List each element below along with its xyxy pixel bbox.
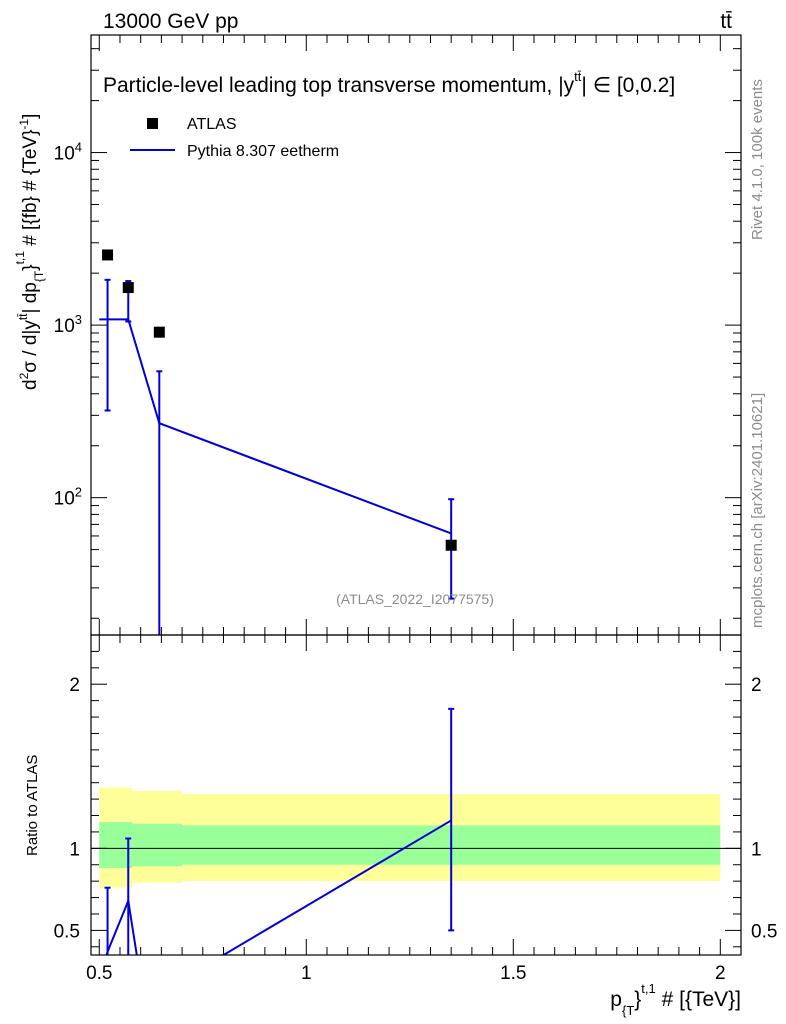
ratio-y-axis-label: Ratio to ATLAS (24, 755, 41, 856)
ratio-y-tick-label-right-1: 1 (751, 839, 762, 860)
main-y-axis-label: d2σ / d|ytt̄| dp{T}t,1 # [{fb} # {TeV}-1… (13, 114, 46, 390)
x-tick-label-1: 1 (301, 963, 312, 984)
ratio-band-green (132, 823, 183, 867)
main-y-tick-labels: 102 103 104 (54, 140, 82, 510)
main-plot-area (99, 249, 457, 635)
atlas-data-point (445, 539, 457, 551)
legend-atlas-label: ATLAS (187, 116, 237, 133)
atlas-data-point (102, 249, 114, 261)
x-tick-labels: 0.5 1 1.5 2 (86, 963, 726, 984)
rivet-version-label: Rivet 4.1.0, 100k events (749, 79, 766, 240)
mcplots-reference-label: mcplots.cern.ch [arXiv:2401.10621] (749, 393, 766, 628)
header-process-label: tt̄ (720, 10, 732, 33)
atlas-data-point (153, 326, 165, 338)
y-tick-label-10000: 104 (54, 140, 82, 165)
pythia-line (99, 318, 452, 535)
ratio-y-tick-label-right-0.5: 0.5 (751, 921, 777, 942)
ratio-y-tick-label-left-2: 2 (69, 675, 80, 696)
ratio-panel-frame (90, 634, 742, 956)
main-axis-ticks (91, 35, 742, 635)
ratio-uncertainty-bands (99, 787, 721, 888)
x-axis-label: p{T}t,1 # [{TeV}] (610, 981, 741, 1018)
x-tick-label-1.5: 1.5 (500, 963, 526, 984)
ratio-y-tick-labels: 0.5 1 2 0.5 1 2 (54, 675, 778, 942)
chart-title: Particle-level leading top transverse mo… (103, 69, 675, 97)
legend-pythia-label: Pythia 8.307 eetherm (187, 143, 339, 160)
x-tick-label-0.5: 0.5 (86, 963, 112, 984)
ratio-axis-ticks (91, 635, 742, 955)
ratio-band-green (99, 822, 133, 869)
analysis-watermark: (ATLAS_2022_I2077575) (336, 591, 494, 607)
header-energy-label: 13000 GeV pp (103, 10, 238, 33)
ratio-y-tick-label-left-0.5: 0.5 (54, 921, 80, 942)
ratio-y-tick-label-right-2: 2 (751, 675, 762, 696)
ratio-plot-area (104, 707, 455, 955)
atlas-data-point (122, 282, 134, 294)
legend: ATLAS Pythia 8.307 eetherm (130, 116, 339, 160)
ratio-y-tick-label-left-1: 1 (69, 839, 80, 860)
y-tick-label-100: 102 (54, 485, 82, 510)
x-tick-label-2: 2 (715, 963, 726, 984)
legend-atlas-marker (147, 118, 158, 129)
y-tick-label-1000: 103 (54, 312, 82, 337)
